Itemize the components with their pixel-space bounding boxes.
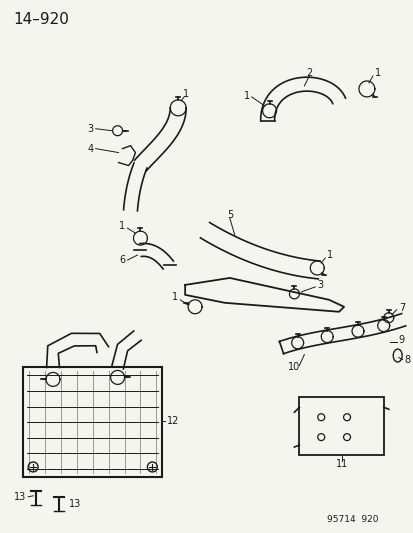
Text: 11: 11: [335, 459, 347, 469]
Text: 2: 2: [306, 68, 312, 78]
Text: 13: 13: [69, 499, 81, 509]
Text: 14–920: 14–920: [13, 12, 69, 27]
Text: 9: 9: [398, 335, 404, 345]
Text: 3: 3: [88, 124, 93, 134]
Text: 3: 3: [316, 280, 323, 290]
Text: 1: 1: [326, 250, 332, 260]
Text: 1: 1: [374, 68, 380, 78]
Text: 4: 4: [88, 143, 93, 154]
Text: 6: 6: [119, 255, 125, 265]
Text: 10: 10: [287, 362, 300, 373]
Text: 12: 12: [167, 416, 179, 426]
Text: 8: 8: [404, 354, 410, 365]
Text: 13: 13: [14, 492, 26, 502]
Text: 1: 1: [172, 292, 178, 302]
Text: 95714  920: 95714 920: [327, 515, 378, 523]
Text: 1: 1: [243, 91, 249, 101]
Text: 7: 7: [398, 303, 404, 313]
Text: 1: 1: [119, 221, 125, 231]
Text: 5: 5: [226, 210, 233, 220]
Text: 1: 1: [183, 89, 189, 99]
